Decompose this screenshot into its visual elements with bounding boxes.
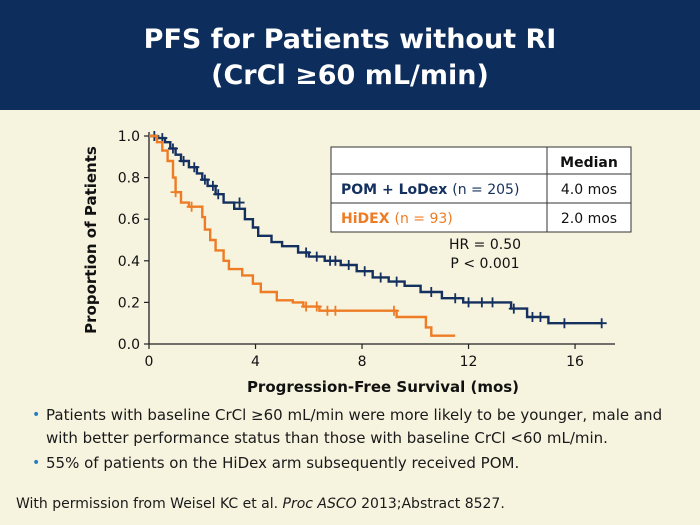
citation-suffix: 2013;Abstract 8527. — [356, 496, 505, 512]
annotation-hr: HR = 0.50 — [449, 237, 521, 253]
censor-mark-pom-lodex — [450, 293, 461, 304]
y-tick-label: 0.4 — [118, 254, 140, 270]
censor-mark-pom-lodex — [189, 162, 200, 173]
censor-mark-pom-lodex — [167, 143, 178, 154]
y-axis-label: Proportion of Patients — [82, 146, 100, 334]
censor-mark-pom-lodex — [476, 297, 487, 308]
citation-prefix: With permission from Weisel KC et al. — [16, 496, 283, 512]
censor-mark-pom-lodex — [311, 251, 322, 262]
y-tick-label: 0.6 — [118, 212, 140, 228]
censor-mark-pom-lodex — [535, 311, 546, 322]
censor-mark-hidex — [330, 305, 341, 316]
censor-mark-hidex — [388, 305, 399, 316]
censor-mark-pom-lodex — [234, 197, 245, 208]
chart-axes: 0.0 0.2 0.4 0.6 0.8 1.0 0 4 8 12 16 — [118, 129, 615, 370]
bullet-dot: • — [32, 455, 41, 471]
censor-mark-hidex — [186, 201, 197, 212]
legend-median-pom: 4.0 mos — [561, 182, 617, 198]
page-title: PFS for Patients without RI — [143, 24, 557, 55]
legend-header-median: Median — [560, 155, 618, 171]
bullet-item: • Patients with baseline CrCl ≥60 mL/min… — [32, 404, 682, 450]
censor-mark-pom-lodex — [343, 259, 354, 270]
censor-mark-pom-lodex — [487, 297, 498, 308]
y-tick-label: 1.0 — [118, 129, 140, 145]
bullet-list: • Patients with baseline CrCl ≥60 mL/min… — [32, 404, 682, 477]
chart-curves — [149, 131, 607, 337]
page-subtitle: (CrCl ≥60 mL/min) — [211, 60, 489, 91]
citation: With permission from Weisel KC et al. Pr… — [16, 496, 505, 512]
bullet-item: • 55% of patients on the HiDex arm subse… — [32, 452, 682, 475]
title-banner: PFS for Patients without RI (CrCl ≥60 mL… — [0, 0, 700, 110]
censor-mark-pom-lodex — [178, 155, 189, 166]
censor-mark-pom-lodex — [207, 180, 218, 191]
y-tick-label: 0.8 — [118, 171, 140, 187]
x-tick-label: 16 — [566, 354, 584, 370]
y-tick-label: 0.2 — [118, 295, 140, 311]
censor-mark-pom-lodex — [330, 255, 341, 266]
bullet-dot: • — [32, 407, 41, 423]
censor-mark-pom-lodex — [359, 266, 370, 277]
y-tick-label: 0.0 — [118, 337, 140, 353]
censor-mark-pom-lodex — [426, 287, 437, 297]
censor-mark-pom-lodex — [508, 303, 519, 314]
censor-mark-pom-lodex — [213, 189, 224, 200]
censor-mark-pom-lodex — [375, 272, 386, 283]
legend-table: Median POM + LoDex (n = 205) 4.0 mos HiDE… — [330, 146, 632, 233]
censor-mark-hidex — [170, 187, 181, 198]
x-tick-label: 4 — [251, 354, 260, 370]
legend-row-pom: POM + LoDex (n = 205) — [341, 182, 519, 198]
legend-n-pom: (n = 205) — [452, 182, 519, 198]
citation-journal: Proc ASCO — [282, 496, 357, 512]
censor-mark-pom-lodex — [463, 297, 474, 308]
x-tick-label: 0 — [145, 354, 154, 370]
x-axis-label: Progression-Free Survival (mos) — [247, 378, 519, 396]
censor-mark-pom-lodex — [559, 318, 570, 329]
bullet-text: Patients with baseline CrCl ≥60 mL/min w… — [46, 406, 663, 447]
km-chart: 0.0 0.2 0.4 0.6 0.8 1.0 0 4 8 12 16 Median POM + L… — [82, 129, 632, 396]
legend-arm-hidex: HiDEX — [341, 211, 390, 227]
annotation-p-value: P < 0.001 — [450, 256, 519, 272]
legend-median-hidex: 2.0 mos — [561, 211, 617, 227]
censor-mark-pom-lodex — [596, 318, 607, 329]
censor-mark-pom-lodex — [301, 247, 312, 258]
censor-mark-hidex — [301, 301, 312, 312]
legend-row-hidex: HiDEX (n = 93) — [341, 211, 453, 227]
censor-mark-pom-lodex — [391, 276, 402, 287]
legend-frame — [330, 146, 632, 233]
legend-n-hidex: (n = 93) — [395, 211, 453, 227]
censor-mark-hidex — [311, 301, 322, 312]
x-tick-label: 8 — [358, 354, 367, 370]
x-tick-label: 12 — [460, 354, 478, 370]
km-curve-hidex — [149, 134, 456, 337]
legend-arm-pom: POM + LoDex — [341, 182, 447, 198]
censor-mark-pom-lodex — [199, 174, 210, 185]
bullet-text: 55% of patients on the HiDex arm subsequ… — [46, 454, 520, 472]
